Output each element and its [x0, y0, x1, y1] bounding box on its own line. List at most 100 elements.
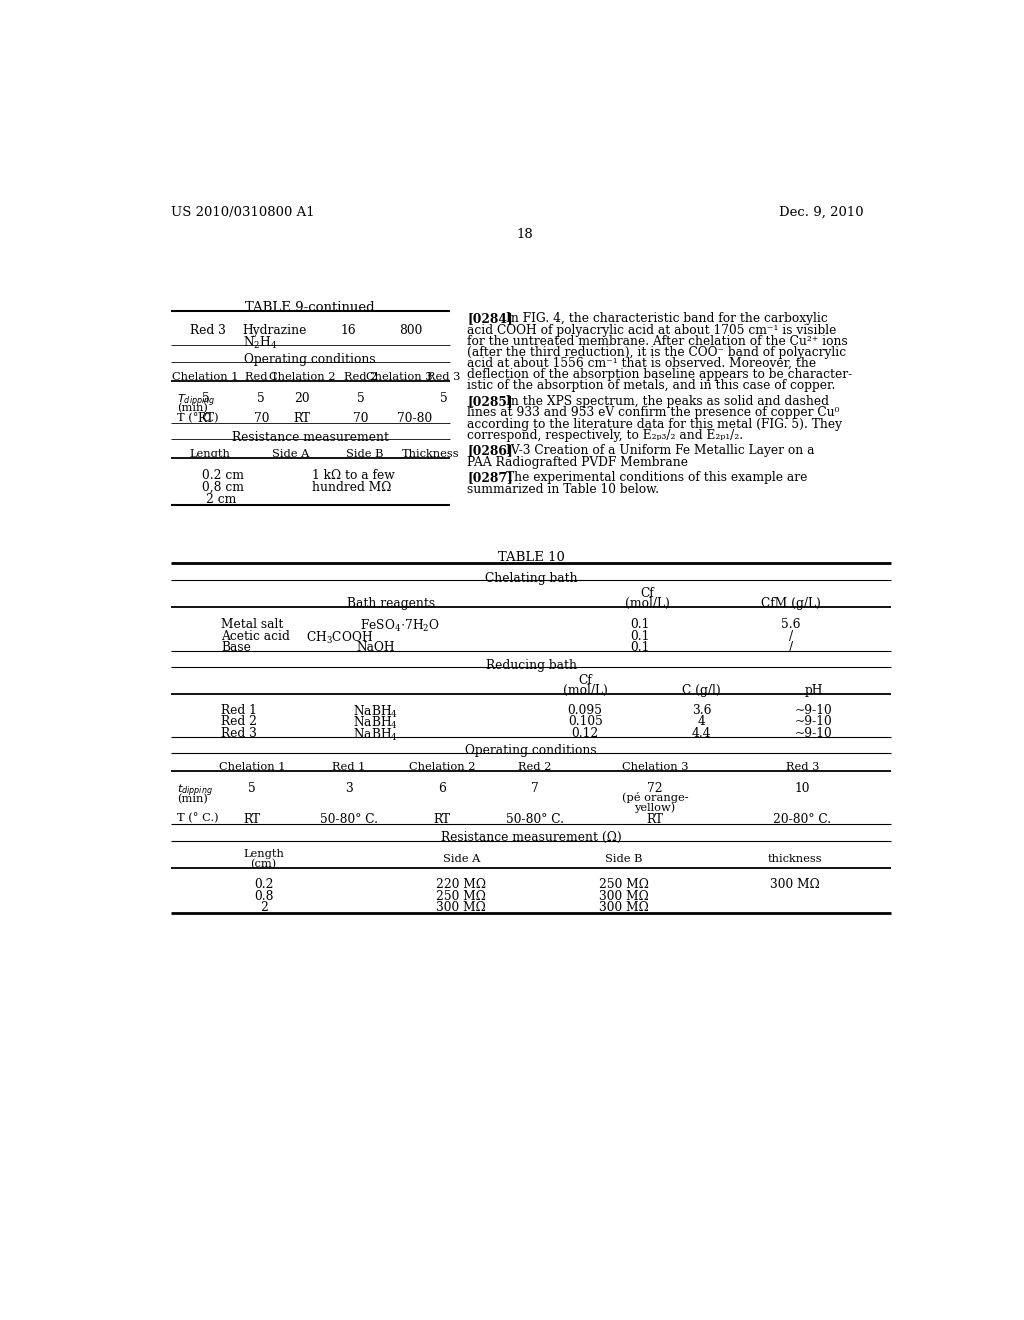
Text: 50-80° C.: 50-80° C. [319, 813, 378, 826]
Text: 70-80: 70-80 [397, 412, 432, 425]
Text: Side B: Side B [605, 854, 643, 863]
Text: according to the literature data for this metal (FIG. 5). They: according to the literature data for thi… [467, 417, 843, 430]
Text: acid at about 1556 cm⁻¹ that is observed. Moreover, the: acid at about 1556 cm⁻¹ that is observed… [467, 358, 816, 370]
Text: Red 3: Red 3 [190, 323, 226, 337]
Text: In the XPS spectrum, the peaks as solid and dashed: In the XPS spectrum, the peaks as solid … [506, 395, 829, 408]
Text: (pé orange-: (pé orange- [622, 792, 688, 803]
Text: 300 MΩ: 300 MΩ [599, 890, 649, 903]
Text: Red 1: Red 1 [332, 762, 366, 772]
Text: Chelation 3: Chelation 3 [366, 372, 432, 383]
Text: Side A: Side A [442, 854, 480, 863]
Text: Chelation 1: Chelation 1 [219, 762, 286, 772]
Text: Red 2: Red 2 [344, 372, 377, 383]
Text: thickness: thickness [767, 854, 822, 863]
Text: acid COOH of polyacrylic acid at about 1705 cm⁻¹ is visible: acid COOH of polyacrylic acid at about 1… [467, 323, 837, 337]
Text: $\mathregular{CH_3COOH}$: $\mathregular{CH_3COOH}$ [306, 630, 374, 645]
Text: Length: Length [189, 449, 229, 459]
Text: RT: RT [244, 813, 260, 826]
Text: 20: 20 [295, 392, 310, 405]
Text: correspond, respectively, to E₂ₚ₃/₂ and E₂ₚ₁/₂.: correspond, respectively, to E₂ₚ₃/₂ and … [467, 429, 743, 442]
Text: 2: 2 [260, 902, 267, 915]
Text: 7: 7 [531, 781, 539, 795]
Text: Dec. 9, 2010: Dec. 9, 2010 [779, 206, 863, 219]
Text: 0.105: 0.105 [568, 715, 603, 729]
Text: 250 MΩ: 250 MΩ [599, 878, 649, 891]
Text: 0,8 cm: 0,8 cm [202, 480, 244, 494]
Text: 0.095: 0.095 [567, 704, 603, 717]
Text: IV-3 Creation of a Uniform Fe Metallic Layer on a: IV-3 Creation of a Uniform Fe Metallic L… [506, 445, 815, 458]
Text: Chelation 2: Chelation 2 [409, 762, 475, 772]
Text: Red 2: Red 2 [221, 715, 257, 729]
Text: 10: 10 [795, 781, 810, 795]
Text: Side B: Side B [346, 449, 383, 459]
Text: Operating conditions: Operating conditions [245, 354, 376, 366]
Text: (after the third reduction), it is the COO⁻ band of polyacrylic: (after the third reduction), it is the C… [467, 346, 847, 359]
Text: 800: 800 [399, 323, 423, 337]
Text: Acetic acid: Acetic acid [221, 630, 290, 643]
Text: summarized in Table 10 below.: summarized in Table 10 below. [467, 483, 659, 495]
Text: RT: RT [197, 412, 214, 425]
Text: 18: 18 [516, 227, 534, 240]
Text: NaOH: NaOH [356, 642, 395, 655]
Text: Base: Base [221, 642, 251, 655]
Text: $\mathregular{NaBH_4}$: $\mathregular{NaBH_4}$ [352, 715, 397, 731]
Text: (mol/L): (mol/L) [563, 684, 607, 697]
Text: RT: RT [294, 412, 311, 425]
Text: ~9-10: ~9-10 [795, 726, 833, 739]
Text: Chelating bath: Chelating bath [484, 572, 578, 585]
Text: Cf: Cf [579, 675, 592, 688]
Text: 5.6: 5.6 [781, 618, 801, 631]
Text: for the untreated membrane. After chelation of the Cu²⁺ ions: for the untreated membrane. After chelat… [467, 335, 848, 347]
Text: pH: pH [805, 684, 823, 697]
Text: Resistance measurement (Ω): Resistance measurement (Ω) [440, 832, 622, 845]
Text: TABLE 9-continued: TABLE 9-continued [246, 301, 375, 314]
Text: C (g/l): C (g/l) [682, 684, 721, 697]
Text: 72: 72 [647, 781, 663, 795]
Text: deflection of the absorption baseline appears to be character-: deflection of the absorption baseline ap… [467, 368, 853, 381]
Text: T (° C.): T (° C.) [177, 813, 218, 824]
Text: The experimental conditions of this example are: The experimental conditions of this exam… [506, 471, 808, 484]
Text: 300 MΩ: 300 MΩ [599, 902, 649, 915]
Text: $\mathregular{NaBH_4}$: $\mathregular{NaBH_4}$ [352, 704, 397, 719]
Text: Hydrazine: Hydrazine [243, 323, 307, 337]
Text: 0.12: 0.12 [571, 726, 599, 739]
Text: [0285]: [0285] [467, 395, 513, 408]
Text: Red 1: Red 1 [221, 704, 257, 717]
Text: In FIG. 4, the characteristic band for the carboxylic: In FIG. 4, the characteristic band for t… [506, 313, 828, 326]
Text: /: / [788, 630, 793, 643]
Text: T (° C.): T (° C.) [177, 412, 218, 424]
Text: Chelation 3: Chelation 3 [622, 762, 688, 772]
Text: Chelation 2: Chelation 2 [269, 372, 336, 383]
Text: $T_{dipping}$: $T_{dipping}$ [177, 392, 215, 409]
Text: Metal salt: Metal salt [221, 618, 284, 631]
Text: 3: 3 [345, 781, 352, 795]
Text: 6: 6 [438, 781, 445, 795]
Text: CfM (g/L): CfM (g/L) [761, 598, 820, 610]
Text: Red 3: Red 3 [785, 762, 819, 772]
Text: 0.1: 0.1 [630, 642, 649, 655]
Text: istic of the absorption of metals, and in this case of copper.: istic of the absorption of metals, and i… [467, 379, 836, 392]
Text: [0284]: [0284] [467, 313, 513, 326]
Text: 20-80° C.: 20-80° C. [773, 813, 831, 826]
Text: $\mathregular{NaBH_4}$: $\mathregular{NaBH_4}$ [352, 726, 397, 743]
Text: 70: 70 [254, 412, 269, 425]
Text: 5: 5 [439, 392, 447, 405]
Text: 5: 5 [202, 392, 209, 405]
Text: PAA Radiografted PVDF Membrane: PAA Radiografted PVDF Membrane [467, 455, 688, 469]
Text: Operating conditions: Operating conditions [465, 744, 597, 758]
Text: (min): (min) [177, 404, 208, 413]
Text: 4.4: 4.4 [691, 726, 712, 739]
Text: 2 cm: 2 cm [206, 492, 236, 506]
Text: 220 MΩ: 220 MΩ [436, 878, 486, 891]
Text: 0.1: 0.1 [630, 630, 649, 643]
Text: RT: RT [433, 813, 451, 826]
Text: TABLE 10: TABLE 10 [498, 552, 564, 564]
Text: ~9-10: ~9-10 [795, 704, 833, 717]
Text: 50-80° C.: 50-80° C. [506, 813, 564, 826]
Text: Bath reagents: Bath reagents [347, 598, 435, 610]
Text: (cm): (cm) [251, 859, 276, 870]
Text: $t_{dipping}$: $t_{dipping}$ [177, 781, 213, 799]
Text: hundred MΩ: hundred MΩ [312, 480, 392, 494]
Text: 5: 5 [257, 392, 265, 405]
Text: Side A: Side A [272, 449, 309, 459]
